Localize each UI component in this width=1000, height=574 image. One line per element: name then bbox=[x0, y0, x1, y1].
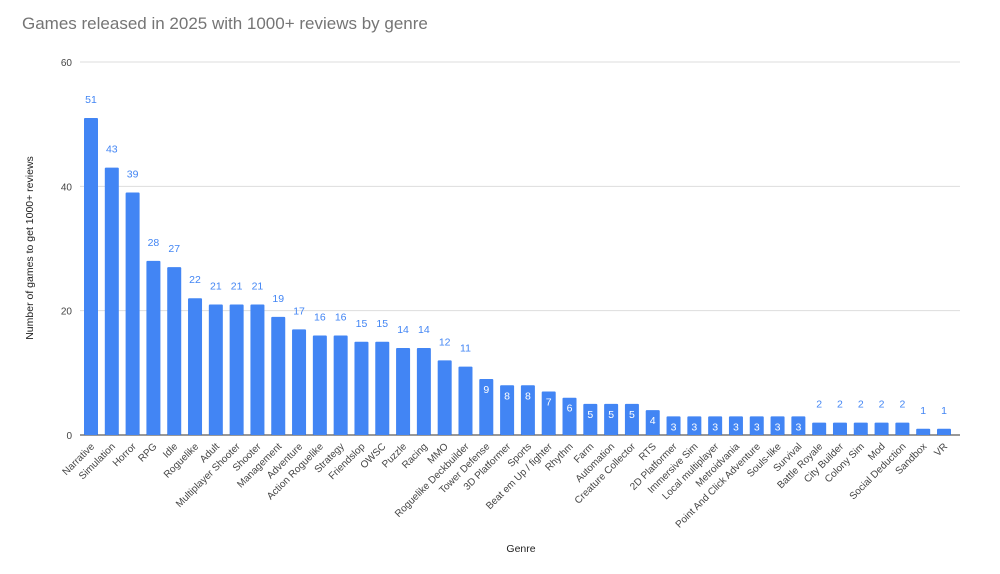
bar bbox=[708, 416, 723, 435]
x-tick-label: RPG bbox=[136, 441, 159, 464]
data-label: 9 bbox=[483, 384, 489, 396]
bar bbox=[146, 260, 161, 435]
x-axis-title: Genre bbox=[506, 543, 535, 555]
bar bbox=[832, 422, 847, 435]
data-label: 15 bbox=[356, 318, 368, 330]
bar bbox=[937, 428, 951, 435]
x-tick-label: VR bbox=[933, 441, 951, 459]
data-label: 28 bbox=[148, 237, 160, 249]
bar bbox=[895, 422, 910, 435]
bar bbox=[416, 347, 431, 435]
data-label: 5 bbox=[587, 409, 593, 421]
data-label: 16 bbox=[314, 312, 326, 324]
bar bbox=[687, 416, 702, 435]
bar bbox=[208, 304, 223, 435]
bar bbox=[728, 416, 743, 435]
bar bbox=[167, 267, 182, 435]
bar bbox=[229, 304, 244, 435]
data-label: 16 bbox=[335, 312, 347, 324]
y-tick-label: 0 bbox=[66, 431, 72, 442]
data-label: 21 bbox=[252, 280, 264, 292]
data-label: 2 bbox=[899, 399, 905, 411]
data-label: 51 bbox=[85, 94, 97, 106]
data-label: 12 bbox=[439, 336, 451, 348]
bar bbox=[541, 391, 556, 435]
bar bbox=[250, 304, 265, 435]
bar bbox=[479, 379, 494, 435]
bar bbox=[292, 329, 307, 435]
data-label: 43 bbox=[106, 144, 118, 156]
data-label: 14 bbox=[397, 324, 409, 336]
bar bbox=[84, 117, 98, 435]
bar bbox=[874, 422, 889, 435]
bar bbox=[812, 422, 827, 435]
data-label: 7 bbox=[546, 396, 552, 408]
y-tick-label: 40 bbox=[61, 182, 73, 193]
data-label: 2 bbox=[837, 399, 843, 411]
data-label: 2 bbox=[879, 399, 885, 411]
data-label: 3 bbox=[671, 421, 677, 433]
bar bbox=[645, 410, 660, 435]
data-label: 2 bbox=[816, 399, 822, 411]
bar bbox=[271, 316, 286, 435]
data-label: 4 bbox=[650, 415, 656, 427]
bar bbox=[749, 416, 764, 435]
data-label: 21 bbox=[231, 280, 243, 292]
x-tick-label: Horror bbox=[111, 441, 139, 469]
bar bbox=[853, 422, 868, 435]
data-label: 3 bbox=[691, 421, 697, 433]
bar bbox=[354, 341, 369, 435]
data-label: 5 bbox=[629, 409, 635, 421]
bar bbox=[500, 385, 515, 435]
bar bbox=[437, 360, 452, 435]
y-axis-title: Number of games to get 1000+ reviews bbox=[24, 156, 36, 340]
data-label: 3 bbox=[712, 421, 718, 433]
bar bbox=[583, 403, 598, 435]
data-label: 3 bbox=[733, 421, 739, 433]
bar bbox=[396, 347, 411, 435]
data-label: 3 bbox=[795, 421, 801, 433]
bar bbox=[791, 416, 806, 435]
bar bbox=[916, 428, 931, 435]
data-label: 5 bbox=[608, 409, 614, 421]
bar bbox=[312, 335, 327, 435]
bar bbox=[188, 298, 203, 435]
data-label: 22 bbox=[189, 274, 201, 286]
data-label: 14 bbox=[418, 324, 430, 336]
bar bbox=[666, 416, 681, 435]
bar bbox=[458, 366, 473, 435]
bar bbox=[104, 167, 119, 435]
data-label: 1 bbox=[920, 405, 926, 417]
data-label: 27 bbox=[168, 243, 180, 255]
data-label: 2 bbox=[858, 399, 864, 411]
bar bbox=[125, 192, 140, 435]
data-label: 8 bbox=[504, 390, 510, 402]
chart-title: Games released in 2025 with 1000+ review… bbox=[22, 14, 428, 33]
data-label: 17 bbox=[293, 305, 305, 317]
data-label: 11 bbox=[460, 343, 471, 355]
y-tick-label: 20 bbox=[61, 307, 73, 318]
data-label: 3 bbox=[775, 421, 781, 433]
data-label: 3 bbox=[754, 421, 760, 433]
data-label: 19 bbox=[272, 293, 284, 305]
bar bbox=[624, 403, 639, 435]
bar bbox=[604, 403, 619, 435]
data-label: 1 bbox=[941, 405, 947, 417]
bar bbox=[333, 335, 348, 435]
bar bbox=[375, 341, 390, 435]
bar bbox=[770, 416, 785, 435]
data-label: 39 bbox=[127, 169, 139, 181]
bar bbox=[562, 397, 577, 435]
data-label: 8 bbox=[525, 390, 531, 402]
y-tick-label: 60 bbox=[61, 58, 73, 69]
data-label: 21 bbox=[210, 280, 222, 292]
bar bbox=[520, 385, 535, 435]
data-label: 15 bbox=[376, 318, 388, 330]
data-label: 6 bbox=[567, 403, 573, 415]
